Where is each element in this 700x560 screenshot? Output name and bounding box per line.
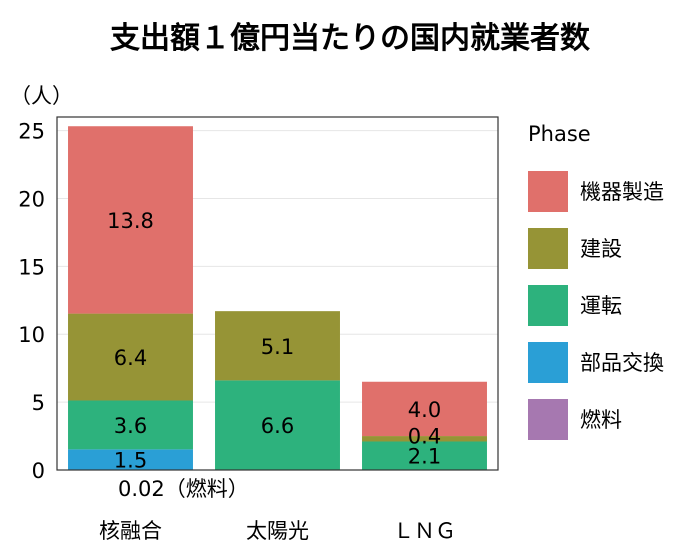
legend-swatch xyxy=(528,399,568,440)
y-tick-label: 25 xyxy=(18,120,45,144)
segment-value-label: 3.6 xyxy=(114,414,147,438)
bars xyxy=(68,126,487,470)
segment-value-label: 13.8 xyxy=(107,209,154,233)
legend-label: 運転 xyxy=(580,294,622,318)
segment-value-label: 5.1 xyxy=(261,335,294,359)
bar-segment xyxy=(215,380,340,470)
legend-title: Phase xyxy=(528,122,591,146)
y-tick-label: 20 xyxy=(18,187,45,211)
y-tick-label: 15 xyxy=(18,255,45,279)
y-tick-label: 10 xyxy=(18,323,45,347)
x-axis-categories: 核融合 太陽光 ＬＮＧ xyxy=(99,519,456,543)
legend-swatch xyxy=(528,342,568,383)
bar-segment xyxy=(68,126,193,314)
bar-segment xyxy=(215,311,340,381)
bar-segment xyxy=(68,313,193,401)
plot-frame xyxy=(56,116,499,471)
y-axis-unit: （人） xyxy=(10,84,73,108)
segment-value-label: 2.1 xyxy=(408,445,441,469)
legend-label: 建設 xyxy=(580,237,622,261)
bar-segment xyxy=(362,381,487,437)
segment-value-label: 0.4 xyxy=(408,425,441,449)
segment-labels: 1.5 3.6 6.4 13.8 6.6 5.1 2.10.4 4.0 xyxy=(107,209,441,473)
x-category-label: 核融合 xyxy=(99,519,162,543)
bar-segment xyxy=(362,441,487,470)
legend-label: 機器製造 xyxy=(580,180,664,204)
chart-title: 支出額１億円当たりの国内就業者数 xyxy=(110,21,591,56)
legend-label: 燃料 xyxy=(580,408,622,432)
legend-label: 部品交換 xyxy=(580,351,664,375)
bar-segment xyxy=(68,400,193,450)
segment-value-label: 6.6 xyxy=(261,414,294,438)
bar-segment xyxy=(68,449,193,470)
segment-value-label: 6.4 xyxy=(114,346,147,370)
legend-swatch xyxy=(528,171,568,212)
x-category-label: ＬＮＧ xyxy=(393,519,456,543)
y-tick-label: 0 xyxy=(32,459,45,483)
x-category-label: 太陽光 xyxy=(246,519,309,543)
fuel-annotation: 0.02（燃料） xyxy=(118,477,249,501)
y-tick-label: 5 xyxy=(32,391,45,415)
bar-segment xyxy=(362,436,487,442)
segment-value-label: 1.5 xyxy=(114,449,147,473)
segment-value-label: 4.0 xyxy=(408,398,441,422)
legend-swatch xyxy=(528,228,568,269)
y-axis-ticks: 0 5 10 15 20 25 xyxy=(18,120,45,483)
legend-swatch xyxy=(528,285,568,326)
